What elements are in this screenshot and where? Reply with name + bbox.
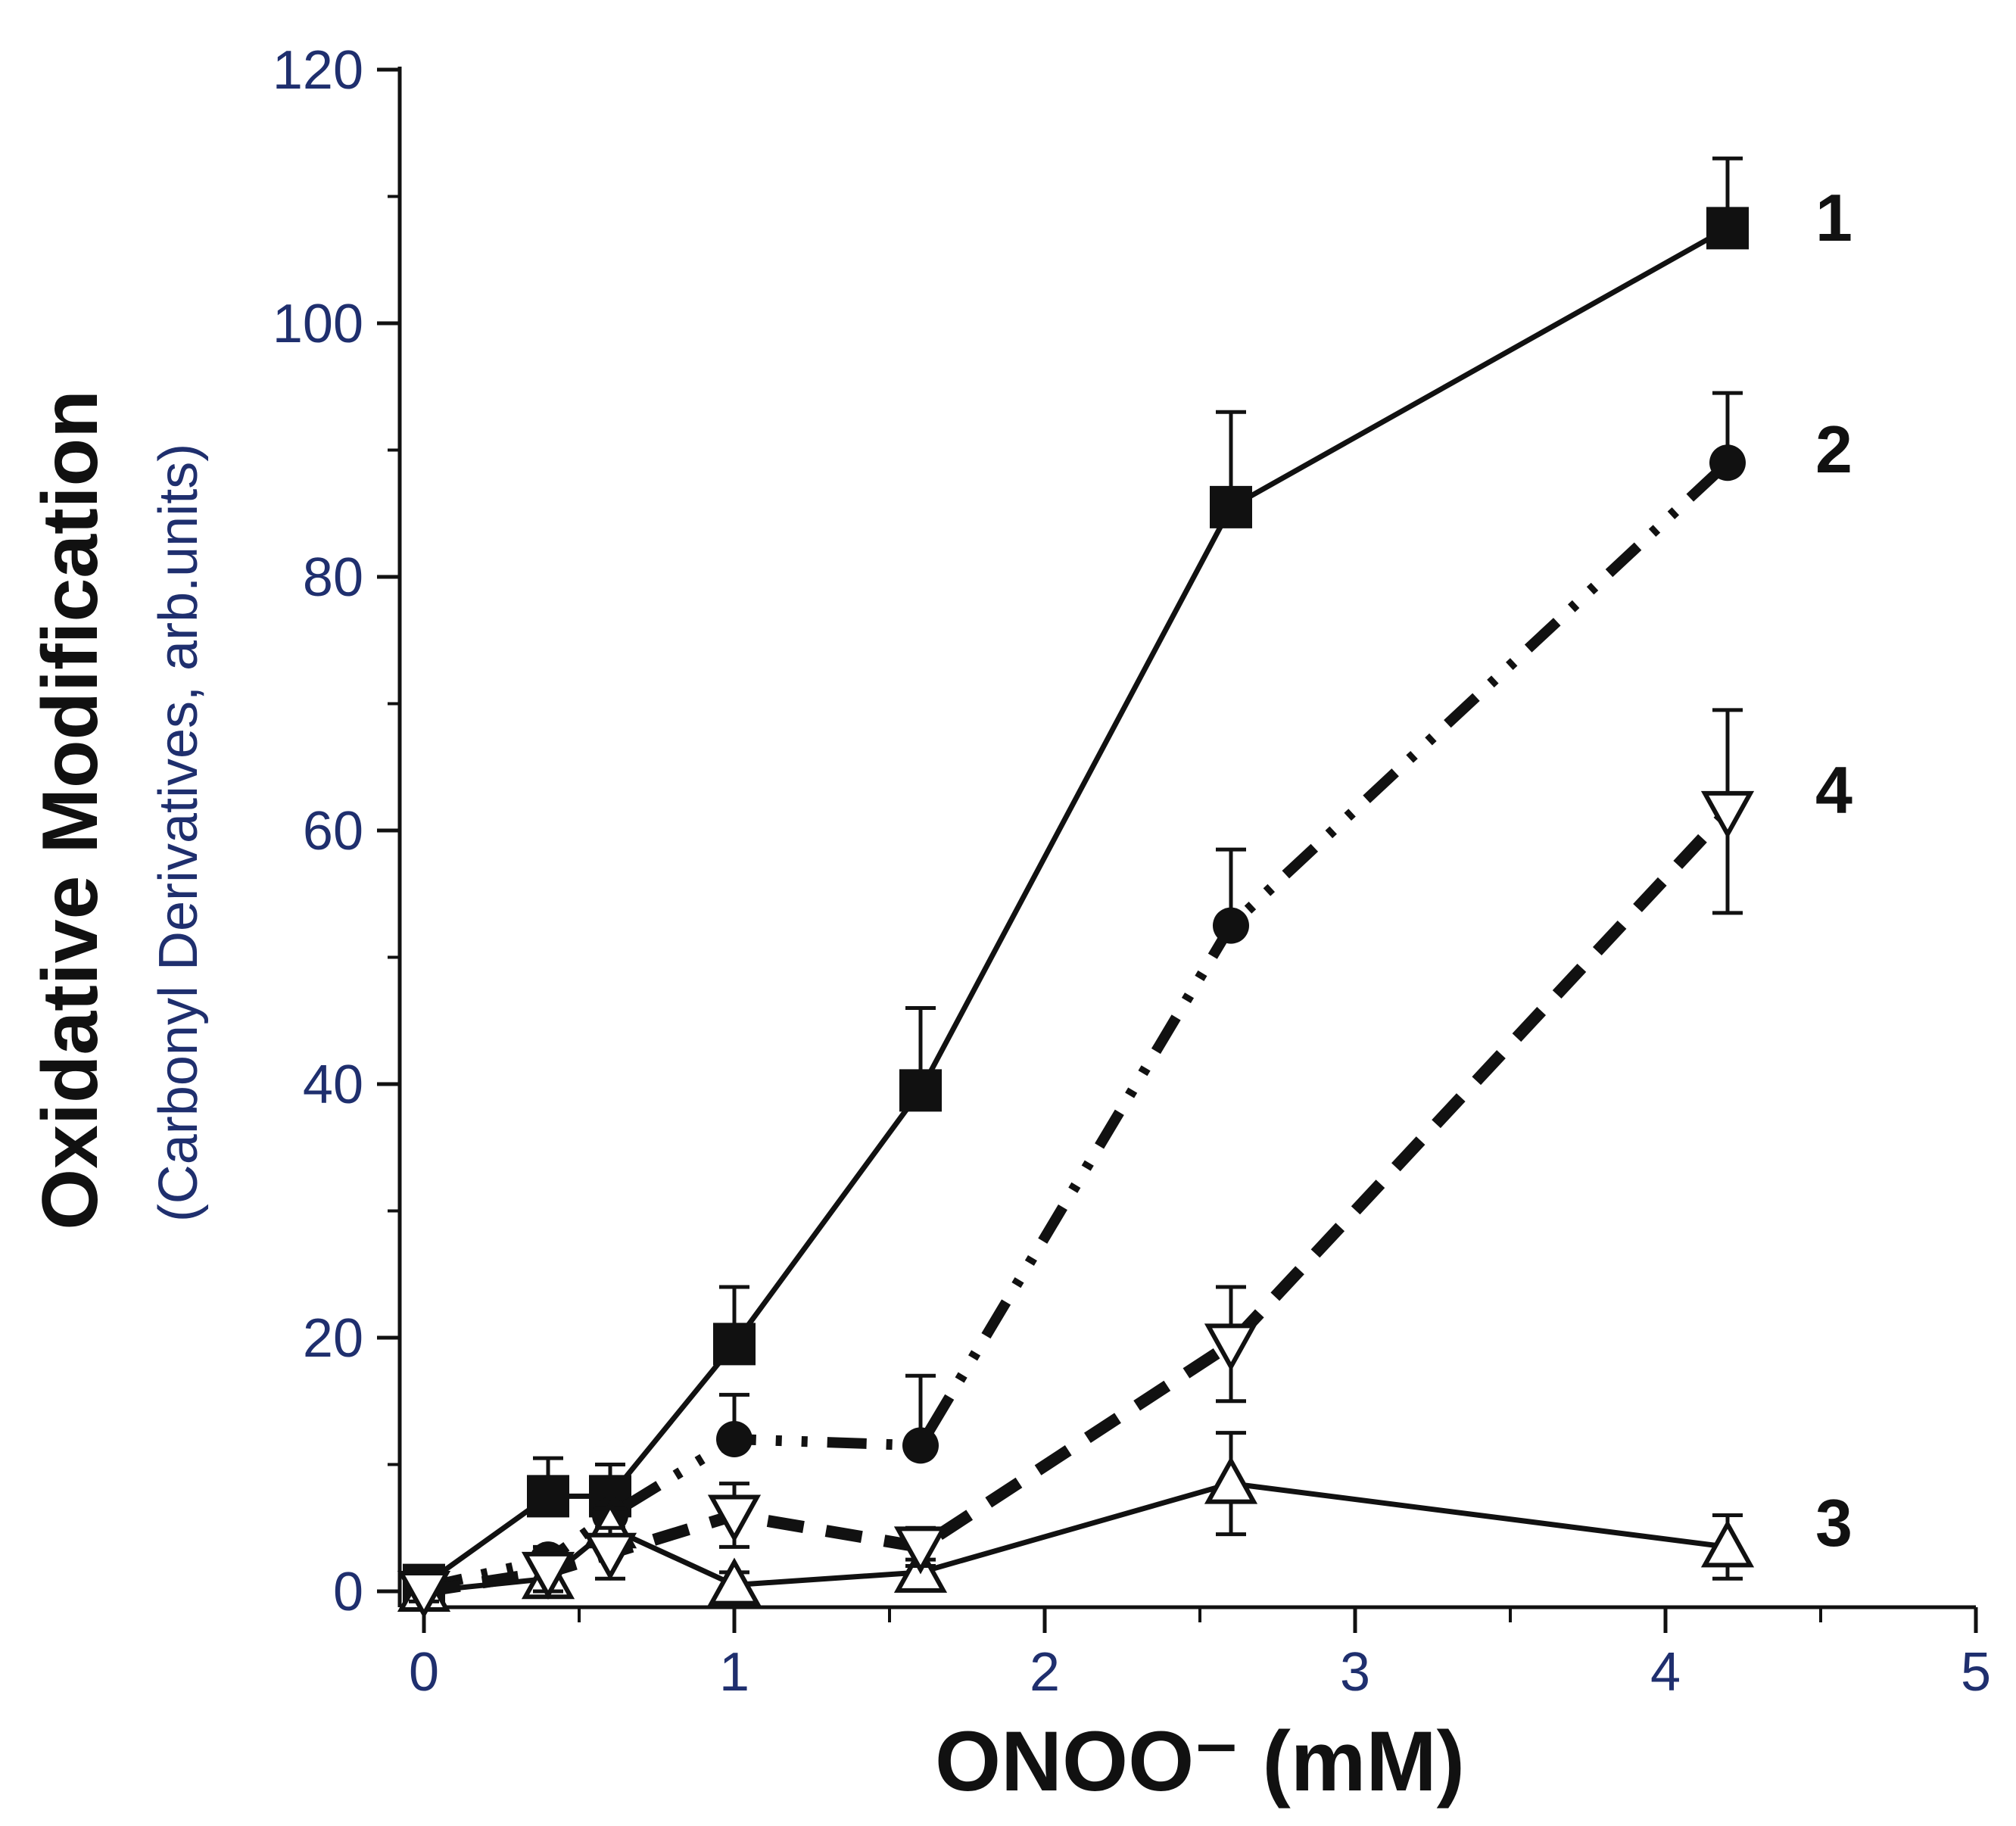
data-point: [527, 1475, 569, 1518]
data-point: [1210, 485, 1252, 528]
data-point: [521, 1551, 575, 1600]
y-tick-label: 40: [303, 1055, 363, 1115]
y-tick-label: 80: [303, 547, 363, 608]
series-layer: 1 2 3 4: [397, 156, 1852, 1619]
series-4: 4: [397, 708, 1852, 1619]
data-point: [1706, 207, 1749, 250]
series-label-1: 1: [1815, 180, 1852, 255]
data-point: [899, 1069, 942, 1112]
y-tick-label: 120: [273, 40, 363, 101]
axes: 0 20 40 60 80 100 120 0 1 2 3 4 5: [273, 40, 1991, 1703]
data-point: [716, 1421, 752, 1457]
series-label-2: 2: [1815, 412, 1852, 487]
series-2: 2: [406, 391, 1852, 1606]
y-axis-label: Oxidative Modification: [26, 390, 114, 1229]
x-tick-label: 5: [1961, 1642, 1991, 1703]
x-tick-label: 0: [409, 1642, 439, 1703]
data-point: [707, 1494, 762, 1543]
x-axis-label: ONOO⁻ (mM): [935, 1714, 1465, 1809]
data-point: [1213, 907, 1249, 944]
series-label-3: 3: [1815, 1485, 1852, 1560]
data-point: [1204, 1323, 1258, 1372]
series-line: [422, 226, 1729, 1588]
data-point: [1700, 790, 1755, 840]
series-3: 3: [397, 1431, 1852, 1612]
x-tick-label: 4: [1650, 1642, 1681, 1703]
data-point: [893, 1526, 948, 1575]
y-axis-sublabel: (Carbonyl Derivatives, arb.units): [148, 444, 209, 1222]
y-tick-label: 20: [303, 1308, 363, 1369]
y-tick-label: 0: [333, 1562, 363, 1622]
x-tick-label: 3: [1340, 1642, 1370, 1703]
y-tick-label: 100: [273, 294, 363, 354]
x-tick-label: 2: [1030, 1642, 1060, 1703]
data-point: [1204, 1456, 1258, 1504]
data-point: [583, 1532, 637, 1581]
x-tick-label: 1: [719, 1642, 749, 1703]
series-line: [422, 807, 1732, 1597]
data-point: [707, 1557, 762, 1606]
series-label-4: 4: [1815, 753, 1852, 827]
data-point: [713, 1323, 756, 1366]
data-point: [1700, 1519, 1755, 1568]
data-point: [902, 1427, 939, 1464]
series-1: 1: [403, 156, 1852, 1606]
data-point: [397, 1571, 451, 1619]
y-tick-label: 60: [303, 801, 363, 862]
data-point: [1709, 444, 1746, 481]
